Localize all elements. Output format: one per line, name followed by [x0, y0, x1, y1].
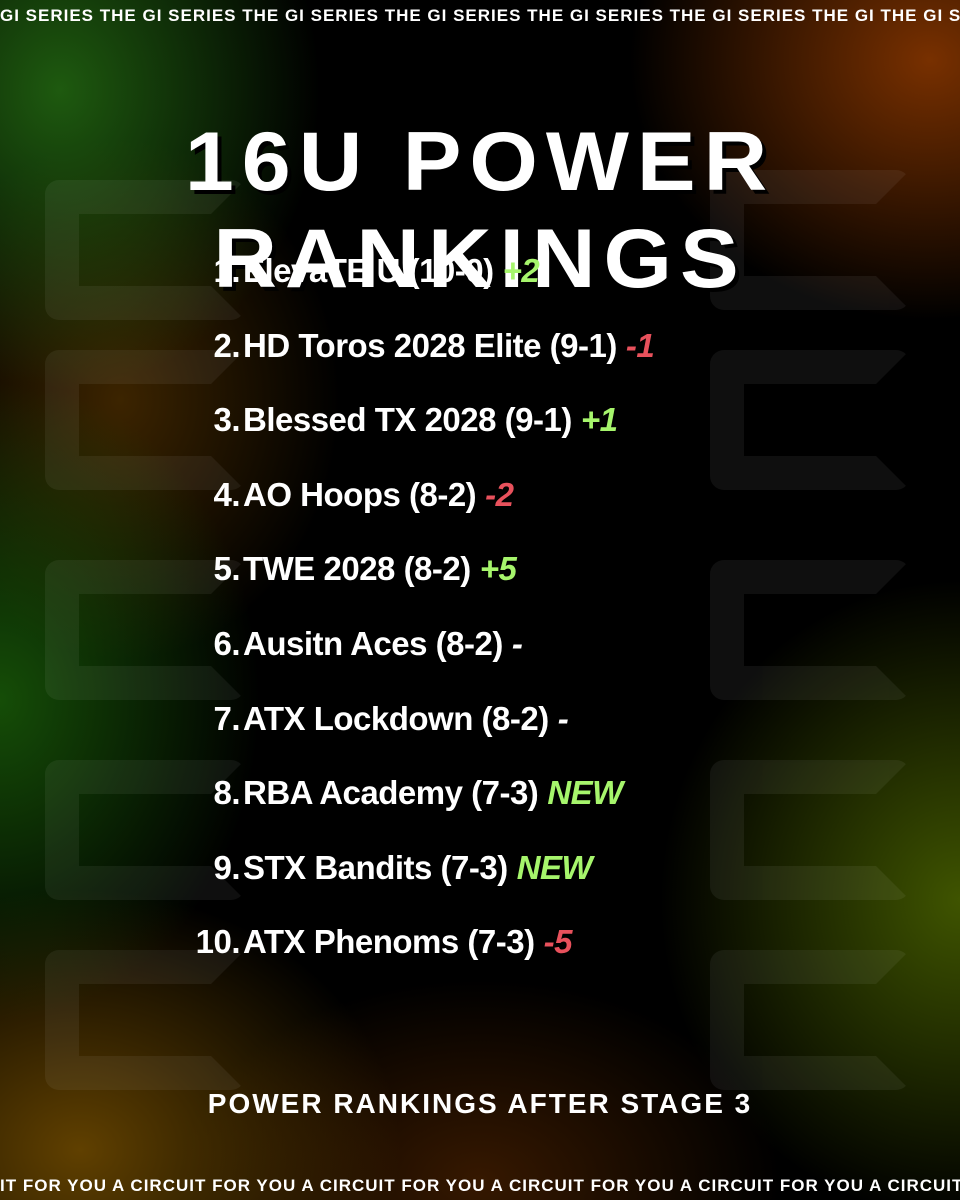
ranking-row: 2. HD Toros 2028 Elite (9-1) -1 [0, 327, 960, 377]
team-name: Ausitn Aces (8-2) [243, 625, 503, 662]
team-entry: HD Toros 2028 Elite (9-1) -1 [243, 326, 655, 365]
rank-change: -1 [625, 326, 655, 364]
ranking-row: 9. STX Bandits (7-3) NEW [0, 849, 960, 899]
rank-number: 3. [213, 401, 240, 439]
team-entry: AO Hoops (8-2) -2 [243, 476, 514, 514]
team-name: ElevaTE U (10-0) [243, 252, 494, 289]
team-entry: Blessed TX 2028 (9-1) +1 [243, 401, 618, 439]
rank-change: -5 [543, 923, 573, 961]
ranking-row: 10. ATX Phenoms (7-3) -5 [0, 923, 960, 973]
watermark-logo [710, 350, 910, 490]
team-name: Blessed TX 2028 (9-1) [243, 401, 572, 439]
team-name: RBA Academy (7-3) [243, 774, 539, 812]
team-name: STX Bandits (7-3) [243, 848, 508, 886]
ranking-row: 4. AO Hoops (8-2) -2 [0, 476, 960, 526]
team-name: ATX Lockdown (8-2) [243, 699, 549, 737]
watermark-logo [45, 180, 245, 320]
rank-number: 4. [213, 475, 240, 513]
team-name: HD Toros 2028 Elite (9-1) [243, 326, 617, 364]
team-entry: TWE 2028 (8-2) +5 [243, 550, 517, 588]
rank-number: 2. [213, 326, 240, 364]
ranking-row: 7. ATX Lockdown (8-2) - [0, 700, 960, 750]
rank-change: - [511, 625, 523, 662]
ranking-row: 1. ElevaTE U (10-0) +2 [0, 252, 960, 302]
watermark-logo [710, 170, 910, 310]
ranking-row: 8. RBA Academy (7-3) NEW [0, 774, 960, 824]
rank-change: NEW [547, 774, 623, 812]
watermark-logo [45, 350, 245, 490]
team-entry: ATX Phenoms (7-3) -5 [243, 923, 572, 961]
team-entry: STX Bandits (7-3) NEW [243, 848, 593, 887]
team-entry: RBA Academy (7-3) NEW [243, 774, 623, 812]
rank-number: 8. [213, 774, 240, 812]
rank-change: -2 [485, 475, 514, 513]
watermark-logo [45, 760, 245, 900]
ranking-row: 3. Blessed TX 2028 (9-1) +1 [0, 401, 960, 451]
footer: POWER RANKINGS AFTER STAGE 3 [207, 1088, 753, 1119]
rank-change: +1 [580, 401, 618, 439]
ranking-row: 6. Ausitn Aces (8-2) - [0, 625, 960, 675]
team-name: ATX Phenoms (7-3) [243, 923, 535, 961]
watermark-logo [710, 950, 910, 1090]
rank-number: 6. [213, 625, 240, 662]
team-entry: Ausitn Aces (8-2) - [243, 625, 523, 663]
watermark-logo [710, 560, 910, 700]
team-name: AO Hoops (8-2) [243, 475, 477, 513]
rank-number: 9. [213, 848, 240, 886]
watermark-logo [710, 760, 910, 900]
team-entry: ElevaTE U (10-0) +2 [243, 252, 540, 290]
watermark-logo [45, 560, 245, 700]
bottom-banner: IT FOR YOU A CIRCUIT FOR YOU A CIRCUIT F… [0, 1176, 960, 1195]
rank-number: 7. [213, 699, 240, 737]
watermark-logo [45, 950, 245, 1090]
rank-number: 10. [195, 923, 241, 961]
rank-number: 5. [213, 550, 240, 588]
title: 16U POWER RANKINGS [184, 114, 776, 305]
rank-number: 1. [213, 252, 240, 289]
team-entry: ATX Lockdown (8-2) - [243, 699, 569, 738]
rank-change: +5 [479, 550, 517, 588]
team-name: TWE 2028 (8-2) [243, 550, 471, 588]
rank-change: - [557, 699, 569, 737]
rank-change: NEW [516, 848, 593, 886]
ranking-row: 5. TWE 2028 (8-2) +5 [0, 550, 960, 600]
top-banner: GI SERIES THE GI SERIES THE GI SERIES TH… [0, 6, 960, 25]
rank-change: +2 [502, 252, 540, 289]
